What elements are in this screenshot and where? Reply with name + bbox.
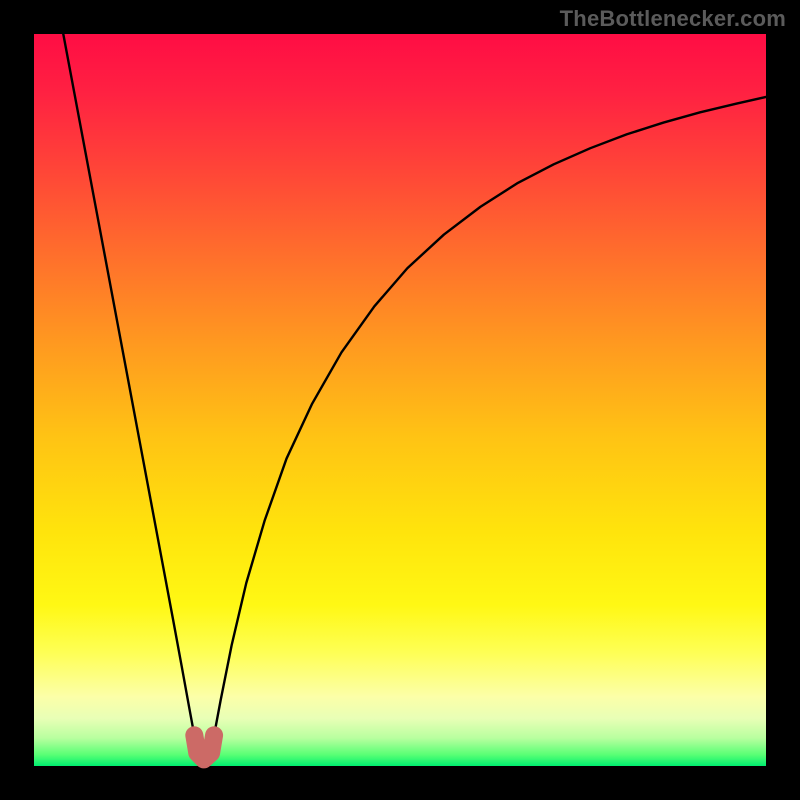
plot-gradient bbox=[34, 34, 766, 766]
chart-svg bbox=[0, 0, 800, 800]
outer-frame bbox=[0, 0, 800, 800]
watermark-text: TheBottlenecker.com bbox=[560, 6, 786, 32]
chart-container: { "canvas": { "width": 800, "height": 80… bbox=[0, 0, 800, 800]
